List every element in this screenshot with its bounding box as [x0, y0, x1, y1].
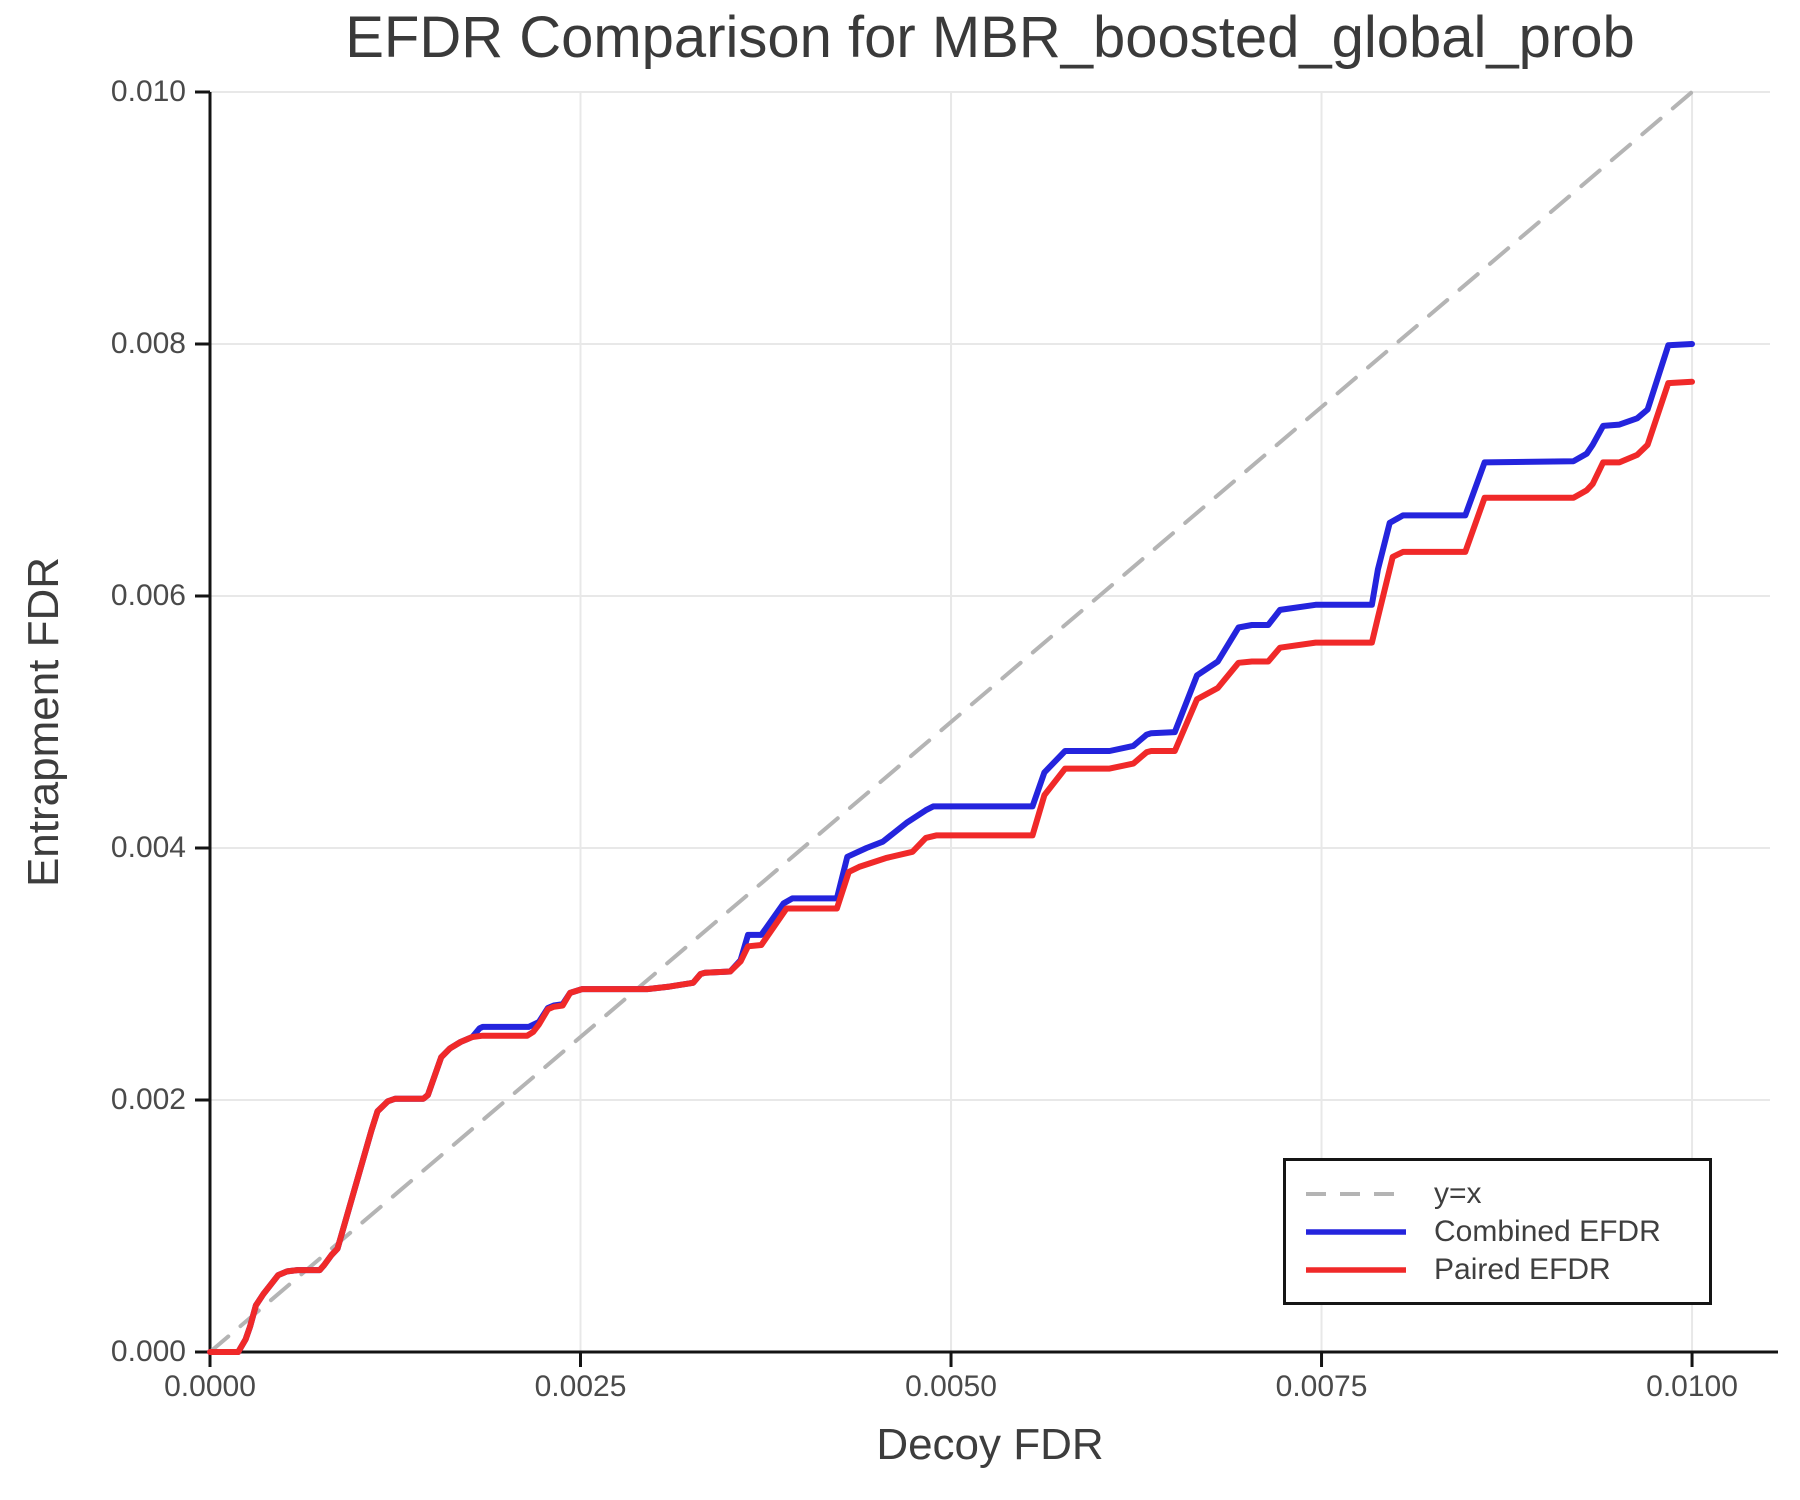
- identity-line: [208, 90, 1694, 1354]
- legend-label: y=x: [1434, 1176, 1482, 1210]
- x-tick-label: 0.0000: [164, 1370, 256, 1403]
- legend: y=x Combined EFDR Paired EFDR: [1283, 1158, 1712, 1305]
- x-tick-label: 0.0025: [534, 1370, 627, 1403]
- x-tick-label: 0.0075: [1275, 1370, 1368, 1403]
- y-tick-label: 0.006: [110, 579, 186, 612]
- x-tick-label: 0.0100: [1646, 1370, 1738, 1403]
- paired-efdr-line-sample-icon: [1306, 1266, 1406, 1273]
- combined-efdr-line-sample-icon: [1306, 1228, 1406, 1235]
- y-tick-label: 0.004: [110, 831, 186, 864]
- y-tick-label: 0.002: [110, 1083, 186, 1116]
- legend-item-paired-efdr: Paired EFDR: [1300, 1251, 1709, 1289]
- x-axis-label: Decoy FDR: [876, 1420, 1104, 1469]
- legend-label: Paired EFDR: [1434, 1252, 1611, 1286]
- y-tick-label: 0.008: [110, 327, 186, 360]
- identity-line-sample-icon: [1306, 1191, 1406, 1196]
- legend-item-combined-efdr: Combined EFDR: [1300, 1213, 1709, 1251]
- y-tick-label: 0.010: [110, 75, 186, 108]
- chart-title: EFDR Comparison for MBR_boosted_global_p…: [345, 5, 1635, 70]
- paired-efdr-line: [207, 378, 1695, 1355]
- legend-label: Combined EFDR: [1434, 1214, 1661, 1248]
- y-tick-label: 0.000: [110, 1335, 186, 1368]
- legend-item-identity: y=x: [1300, 1175, 1709, 1213]
- x-tick-label: 0.0050: [905, 1370, 997, 1403]
